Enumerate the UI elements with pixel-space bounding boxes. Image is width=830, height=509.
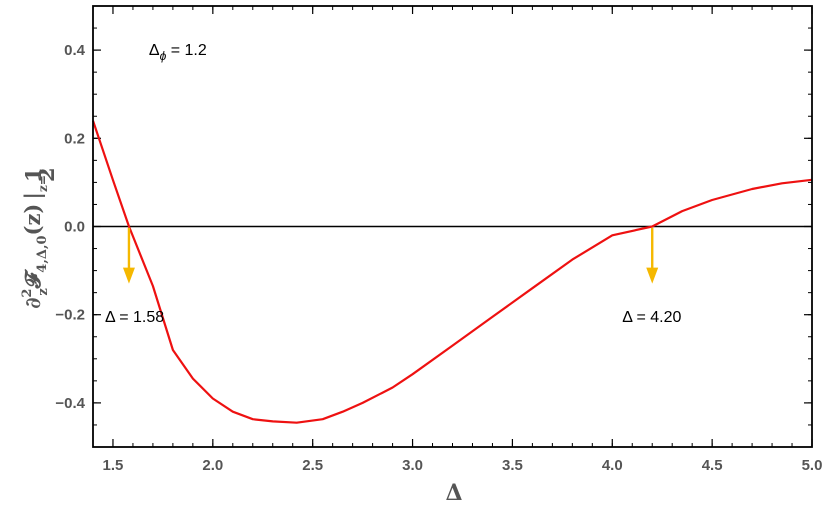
- ylabel-bar: |: [20, 192, 45, 200]
- annotation-root-1: Δ = 1.58: [105, 309, 164, 326]
- ylabel-eval: z=: [36, 175, 50, 192]
- ylabel-sub: z: [36, 288, 51, 295]
- y-tick-label: 0.4: [64, 42, 86, 59]
- y-tick-label: −0.4: [55, 395, 85, 412]
- ylabel-sup: 2: [20, 289, 35, 298]
- annotation-delta-phi-sub: ϕ: [160, 49, 167, 63]
- series-line-0: [91, 120, 813, 424]
- annotation-delta-phi-main: Δ: [149, 42, 160, 59]
- x-tick-labels: 1.5 2.0 2.5 3.0 3.5 4.0 4.5 5.0: [103, 457, 823, 474]
- x-tick-label: 4.0: [602, 457, 623, 474]
- plot-frame: [92, 5, 813, 448]
- y-tick-labels: −0.4 −0.2 0.0 0.2 0.4: [55, 42, 85, 412]
- x-tick-label: 3.5: [502, 457, 523, 474]
- ylabel-frac-den: 2: [34, 167, 59, 182]
- arrow-head-0: [122, 267, 135, 284]
- x-axis-label: Δ: [445, 480, 462, 506]
- x-tick-label: 2.5: [302, 457, 323, 474]
- series-layer: [91, 120, 813, 424]
- ylabel-func: 𝓕: [20, 268, 45, 289]
- x-tick-label: 4.5: [702, 457, 723, 474]
- x-tick-label: 1.5: [103, 457, 124, 474]
- annotation-root-2: Δ = 4.20: [622, 309, 681, 326]
- ylabel-frac-num: 1: [21, 167, 46, 182]
- y-axis-label: ∂2z𝓕4,Δ,0(z)|z= 1 2: [20, 167, 59, 308]
- ylabel-index: 4,Δ,0: [35, 235, 50, 272]
- y-tick-label: −0.2: [55, 307, 85, 324]
- ylabel-partial: ∂: [20, 298, 45, 309]
- annotation-delta-phi: Δϕ = 1.2: [149, 42, 207, 63]
- y-tick-label: 0.0: [64, 219, 85, 236]
- ylabel-arg: (z): [20, 204, 45, 236]
- y-tick-label: 0.2: [64, 130, 85, 147]
- x-tick-label: 2.0: [202, 457, 223, 474]
- x-tick-label: 5.0: [802, 457, 823, 474]
- annotation-delta-phi-rest: = 1.2: [166, 42, 207, 59]
- arrow-head-1: [646, 267, 659, 284]
- svg-text:∂2z𝓕4,Δ,0(z)|z=: ∂2z𝓕4,Δ,0(z) |z=: [20, 175, 51, 309]
- x-tick-label: 3.0: [402, 457, 423, 474]
- arrow-layer: [122, 227, 659, 284]
